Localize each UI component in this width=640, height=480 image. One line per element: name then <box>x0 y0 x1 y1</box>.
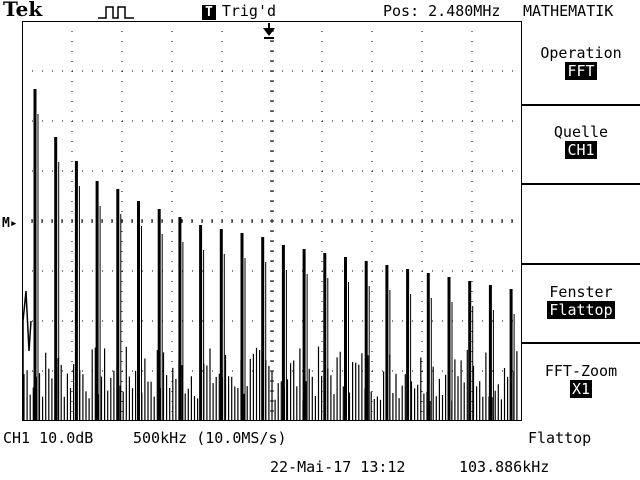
source-label: Quelle <box>553 123 609 141</box>
menu-button-operation[interactable]: Operation FFT <box>522 44 640 80</box>
math-marker-arrow-icon: ▸ <box>9 216 18 231</box>
menu-divider <box>522 104 640 106</box>
span-sample-rate: 500kHz (10.0MS/s) <box>133 429 287 447</box>
menu-button-fft-zoom[interactable]: FFT-Zoom X1 <box>522 362 640 398</box>
window-value: Flattop <box>547 301 615 319</box>
date-time: 22-Mai-17 13:12 <box>270 458 406 476</box>
menu-divider <box>522 263 640 265</box>
math-marker: M▸ <box>2 216 18 232</box>
channel-scale: CH1 10.0dB <box>3 429 94 447</box>
menu-divider <box>522 183 640 185</box>
trigger-badge: T <box>202 5 216 20</box>
graticule <box>22 21 522 421</box>
menu-title: MATHEMATIK <box>523 2 614 20</box>
menu-divider <box>522 342 640 344</box>
trigger-status: T Trig'd <box>202 2 276 20</box>
fft-dc-component <box>22 290 32 421</box>
operation-value: FFT <box>565 62 597 80</box>
window-status: Flattop <box>528 429 592 447</box>
trigger-position-marker-icon <box>263 23 275 39</box>
frequency-readout: 103.886kHz <box>459 458 550 476</box>
menu-button-window[interactable]: Fenster Flattop <box>522 283 640 319</box>
source-value: CH1 <box>565 141 597 159</box>
waveform-display <box>22 21 522 421</box>
fft-trace <box>22 89 518 421</box>
fft-zoom-label: FFT-Zoom <box>544 362 618 380</box>
trigger-status-text: Trig'd <box>221 2 277 20</box>
operation-label: Operation <box>540 44 622 62</box>
math-marker-label: M <box>2 216 10 231</box>
tek-logo: Tek <box>3 0 43 21</box>
window-label: Fenster <box>549 283 613 301</box>
fft-zoom-value: X1 <box>569 380 593 398</box>
menu-button-source[interactable]: Quelle CH1 <box>522 123 640 159</box>
trigger-waveform-icon <box>98 6 134 19</box>
horizontal-position: Pos: 2.480MHz <box>383 2 501 20</box>
